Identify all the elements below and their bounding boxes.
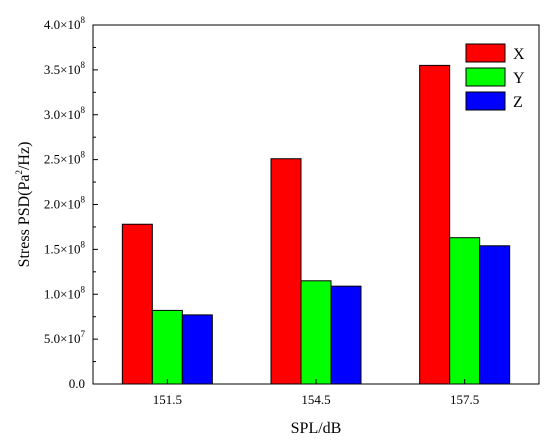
bar-y-157_5: [449, 237, 481, 385]
bar-z-151_5: [181, 314, 213, 385]
bar-y-154_5: [300, 280, 332, 385]
y-tick-label: 3.0×108: [44, 105, 86, 122]
bars-layer: [121, 64, 511, 385]
y-tick-label: 1.0×108: [44, 284, 86, 301]
legend-label-y: Y: [513, 70, 525, 87]
y-tick-label: 4.0×108: [44, 15, 86, 32]
x-tick-label: 157.5: [450, 392, 479, 407]
y-tick-label: 2.0×108: [44, 195, 86, 212]
x-axis: 151.5 154.5 157.5: [153, 379, 479, 407]
bar-y-151_5: [151, 309, 183, 385]
y-tick-label: 0.0: [69, 376, 85, 391]
x-axis-title: SPL/dB: [291, 420, 342, 437]
bar-x-151_5: [121, 223, 153, 385]
legend-label-x: X: [513, 46, 525, 63]
legend: XYZ: [465, 43, 525, 111]
legend-swatch-y: [465, 67, 506, 87]
x-tick-label: 151.5: [153, 392, 182, 407]
bar-z-154_5: [330, 285, 362, 385]
y-axis-title-rest: /Hz): [16, 142, 33, 170]
legend-swatch-x: [465, 43, 506, 63]
y-axis: 0.0 5.0×107 1.0×108 1.5×108 2.0×108 2.5×108 3.…: [44, 15, 98, 391]
y-tick-label: 3.5×108: [44, 60, 86, 77]
y-axis-title: Stress PSD(Pa2/Hz): [14, 142, 33, 268]
y-tick-label: 2.5×108: [44, 150, 86, 167]
legend-swatch-z: [465, 91, 506, 111]
legend-label-z: Z: [513, 94, 523, 111]
y-axis-title-main: Stress PSD(Pa: [16, 175, 33, 268]
y-tick-label: 1.5×108: [44, 239, 86, 256]
y-axis-title-sup: 2: [14, 170, 24, 175]
bar-x-154_5: [270, 158, 302, 385]
x-tick-label: 154.5: [301, 392, 330, 407]
y-tick-label: 5.0×107: [44, 329, 86, 346]
bar-x-157_5: [419, 64, 451, 385]
bar-z-157_5: [479, 245, 511, 385]
